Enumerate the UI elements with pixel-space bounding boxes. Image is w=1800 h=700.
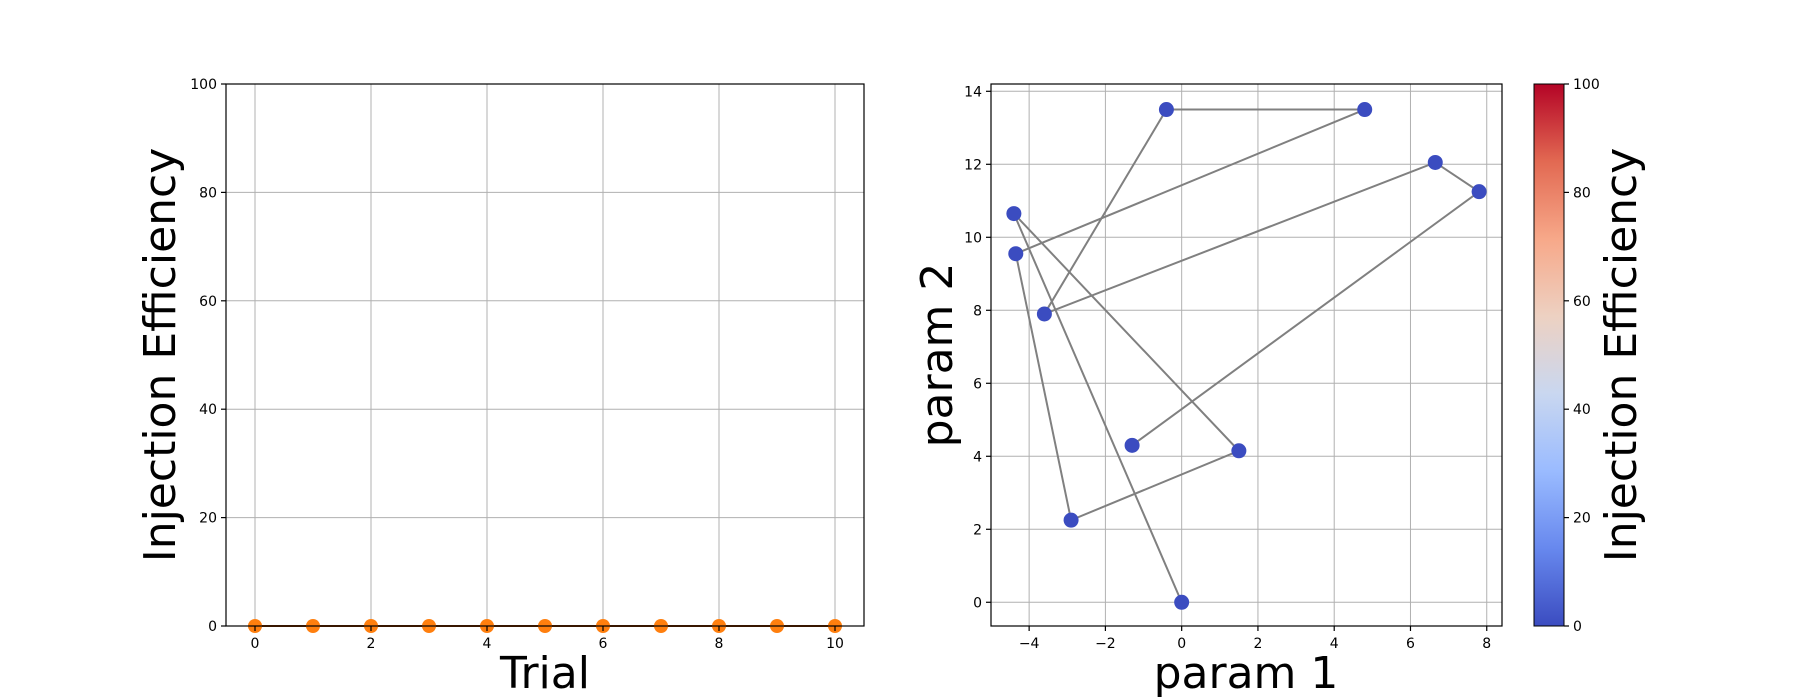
param-chart-ytick-label: 6 xyxy=(973,376,982,392)
param-chart-ytick-label: 14 xyxy=(964,84,982,100)
param-chart-xtick-label: −4 xyxy=(1019,636,1040,652)
param-chart-xtick-label: 6 xyxy=(1406,636,1415,652)
colorbar-tick-label: 0 xyxy=(1573,619,1582,635)
trial-chart-ytick-label: 100 xyxy=(190,77,217,93)
colorbar-bar xyxy=(1533,83,1565,627)
param-chart-points xyxy=(1006,102,1487,610)
param-chart-frame xyxy=(990,83,1503,627)
colorbar-tick-label: 20 xyxy=(1573,511,1591,527)
param-chart-xtick-label: −2 xyxy=(1095,636,1116,652)
param-chart-ytick-label: 0 xyxy=(973,595,982,611)
param-chart-point xyxy=(1036,306,1052,322)
colorbar-tick-label: 80 xyxy=(1573,185,1591,201)
colorbar-tick-label: 100 xyxy=(1573,77,1600,93)
param-chart-xtick-label: 8 xyxy=(1482,636,1491,652)
colorbar-label: Injection Efficiency xyxy=(1596,148,1647,563)
colorbar-tick-label: 60 xyxy=(1573,294,1591,310)
param-chart-xlabel: param 1 xyxy=(1154,648,1339,699)
trial-chart-ytick-label: 0 xyxy=(208,619,217,635)
trial-chart-xtick-label: 8 xyxy=(715,636,724,652)
param-chart-xtick-label: 4 xyxy=(1330,636,1339,652)
param-chart-ylabel: param 2 xyxy=(912,263,963,448)
param-chart-point xyxy=(1124,437,1140,453)
param-chart-point xyxy=(1174,594,1190,610)
trial-chart-xtick-label: 0 xyxy=(251,636,260,652)
trial-chart-grid xyxy=(226,83,864,627)
param-chart-point xyxy=(1008,246,1024,262)
param-chart-point xyxy=(1471,184,1487,200)
param-chart: −4 −2 0 2 4 6 8 0 2 4 6 8 10 12 14 param 1 param 2 xyxy=(912,83,1503,699)
trial-chart-ytick-label: 80 xyxy=(199,185,217,201)
trial-chart-ytick-label: 20 xyxy=(199,511,217,527)
colorbar: 0 20 40 60 80 100 Injection Efficiency xyxy=(1533,77,1647,635)
trial-chart-frame xyxy=(225,83,865,627)
trial-chart-ytick-label: 60 xyxy=(199,294,217,310)
trial-chart-ylabel: Injection Efficiency xyxy=(135,148,186,563)
param-chart-path xyxy=(1012,108,1481,603)
param-chart-ytick-label: 8 xyxy=(973,303,982,319)
trial-chart-xtick-label: 10 xyxy=(826,636,844,652)
param-chart-xtick-label: 0 xyxy=(1177,636,1186,652)
trial-chart-xlabel: Trial xyxy=(499,648,590,699)
param-chart-ticks: −4 −2 0 2 4 6 8 0 2 4 6 8 10 12 14 xyxy=(964,84,1491,652)
param-chart-point xyxy=(1357,102,1373,118)
param-chart-point xyxy=(1427,154,1443,170)
param-chart-trajectory xyxy=(1012,108,1481,603)
param-chart-point xyxy=(1231,443,1247,459)
param-chart-ytick-label: 10 xyxy=(964,230,982,246)
colorbar-ticks: 0 20 40 60 80 100 xyxy=(1564,77,1600,635)
param-chart-ytick-label: 4 xyxy=(973,449,982,465)
trial-chart-xtick-label: 2 xyxy=(367,636,376,652)
param-chart-ytick-label: 2 xyxy=(973,522,982,538)
colorbar-tick-label: 40 xyxy=(1573,402,1591,418)
trial-chart-xtick-label: 6 xyxy=(599,636,608,652)
param-chart-point xyxy=(1063,512,1079,528)
trial-chart-xtick-label: 4 xyxy=(483,636,492,652)
param-chart-xtick-label: 2 xyxy=(1253,636,1262,652)
param-chart-point xyxy=(1158,102,1174,118)
param-chart-ytick-label: 12 xyxy=(964,157,982,173)
param-chart-point xyxy=(1006,206,1022,222)
trial-chart-ytick-label: 40 xyxy=(199,402,217,418)
